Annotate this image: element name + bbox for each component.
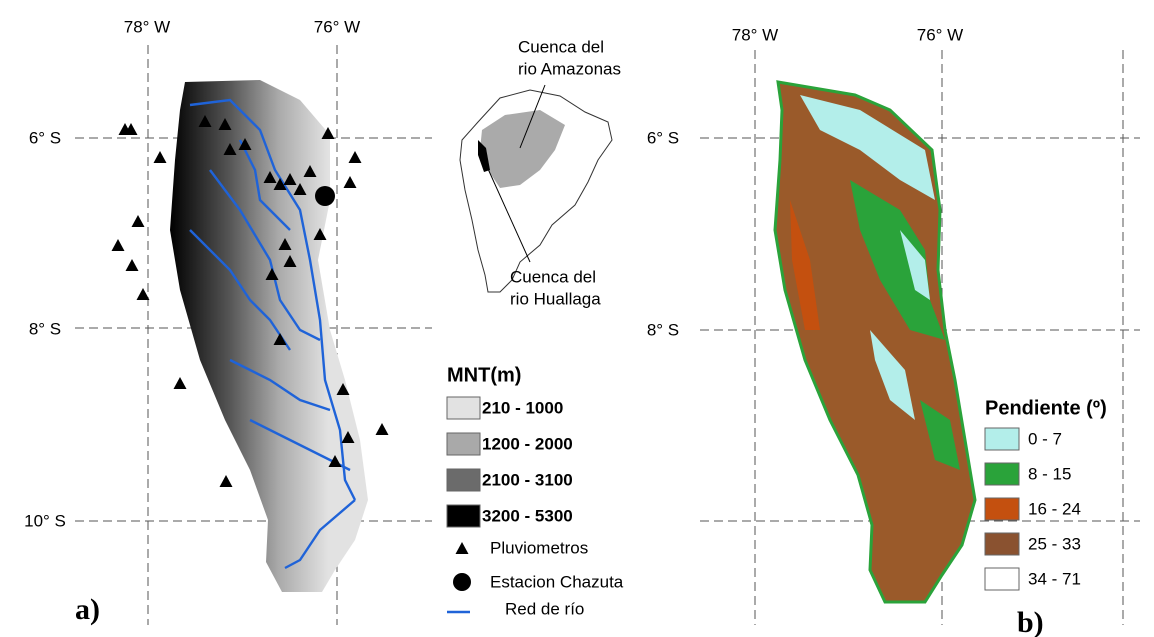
inset-label: Cuenca del xyxy=(510,267,596,286)
legend-symbol xyxy=(456,542,469,554)
legend-label: 2100 - 3100 xyxy=(482,470,573,489)
legend-label: 8 - 15 xyxy=(1028,464,1071,483)
basin-slope xyxy=(775,82,975,602)
legend: 210 - 1000 1200 - 2000 2100 - 3100 3200 - 5… xyxy=(447,397,573,527)
lon-label: 76° W xyxy=(917,25,963,44)
legend-label: 25 - 33 xyxy=(1028,534,1081,553)
legend: 0 - 7 8 - 15 16 - 24 25 - 33 34 - 71 xyxy=(985,428,1081,590)
figure: 78° W 76° W 6° S 8° S 10° S Cuenca del r… xyxy=(0,0,1154,637)
lon-label: 78° W xyxy=(124,17,170,36)
legend-swatch xyxy=(447,505,480,527)
inset-label: Cuenca del xyxy=(518,37,604,56)
legend-title: Pendiente (º) xyxy=(985,397,1107,419)
legend-label: Estacion Chazuta xyxy=(490,572,624,591)
panel-label: a) xyxy=(75,593,100,626)
legend-label: Pluviometros xyxy=(490,538,588,557)
legend-swatch xyxy=(447,469,480,491)
legend-title: MNT(m) xyxy=(447,364,521,386)
legend-label: Red de río xyxy=(505,599,584,618)
station xyxy=(315,186,335,206)
inset-label: rio Huallaga xyxy=(510,289,601,308)
legend-label: 16 - 24 xyxy=(1028,499,1081,518)
lat-label: 6° S xyxy=(647,128,679,147)
lat-label: 10° S xyxy=(24,511,66,530)
lat-label: 6° S xyxy=(29,128,61,147)
legend-label: 0 - 7 xyxy=(1028,429,1062,448)
legend-swatch xyxy=(985,463,1019,485)
lat-label: 8° S xyxy=(647,320,679,339)
legend-swatch xyxy=(447,397,480,419)
legend-label: 34 - 71 xyxy=(1028,569,1081,588)
lon-label: 76° W xyxy=(314,17,360,36)
inset-map xyxy=(460,85,612,292)
legend-swatch xyxy=(447,433,480,455)
legend-label: 210 - 1000 xyxy=(482,398,563,417)
legend-swatch xyxy=(985,498,1019,520)
legend-symbol xyxy=(453,573,471,591)
panel-label: b) xyxy=(1017,606,1044,637)
lon-label: 78° W xyxy=(732,25,778,44)
legend-swatch xyxy=(985,568,1019,590)
legend-label: 1200 - 2000 xyxy=(482,434,573,453)
legend-label: 3200 - 5300 xyxy=(482,506,573,525)
inset-label: rio Amazonas xyxy=(518,59,621,78)
legend-swatch xyxy=(985,428,1019,450)
legend-swatch xyxy=(985,533,1019,555)
lat-label: 8° S xyxy=(29,319,61,338)
